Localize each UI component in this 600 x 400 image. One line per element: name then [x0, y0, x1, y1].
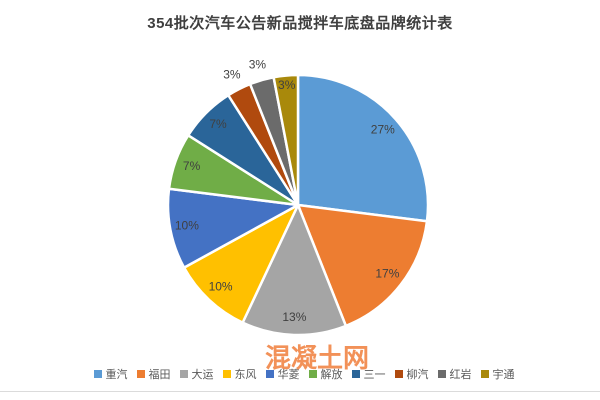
legend-item-4: 华菱: [265, 366, 300, 382]
legend-label: 福田: [148, 369, 171, 381]
pie-slice-label-1: 17%: [375, 266, 399, 280]
pie-slice-label-5: 7%: [183, 159, 201, 173]
legend-item-6: 三一: [351, 366, 386, 382]
legend-label: 三一: [363, 369, 386, 381]
pie-slice-4: [166, 187, 300, 269]
pie-slice-2: [241, 203, 348, 337]
legend-item-5: 解放: [308, 366, 343, 382]
legend-label: 解放: [320, 369, 343, 381]
pie-slice-label-2: 13%: [282, 310, 306, 324]
pie-slice-0: [296, 73, 430, 223]
chart-title: 354批次汽车公告新品搅拌车底盘品牌统计表: [147, 15, 453, 32]
pie-slice-3: [182, 203, 300, 324]
legend-label: 大运: [191, 369, 214, 381]
legend-swatch-icon: [351, 370, 360, 378]
legend-item-7: 柳汽: [394, 366, 429, 382]
legend-swatch-icon: [308, 370, 317, 378]
pie-slice-label-7: 3%: [223, 67, 241, 81]
pie-slice-label-0: 27%: [371, 122, 395, 136]
legend-swatch-icon: [136, 370, 145, 378]
pie-slice-label-6: 7%: [209, 117, 227, 131]
legend-label: 重汽: [105, 369, 128, 381]
legend-swatch-icon: [222, 370, 231, 378]
legend-label: 宇通: [492, 369, 515, 381]
legend-label: 柳汽: [406, 369, 429, 381]
legend-label: 红岩: [449, 369, 472, 381]
legend: 重汽 福田 大运 东风 华菱 解放 三一 柳汽 红岩 宇通: [4, 366, 600, 382]
pie-slice-label-4: 10%: [175, 218, 199, 232]
pie-slice-1: [296, 203, 429, 328]
legend-swatch-icon: [394, 370, 403, 378]
legend-item-8: 红岩: [437, 366, 472, 382]
legend-label: 华菱: [277, 369, 300, 381]
legend-swatch-icon: [265, 370, 274, 378]
legend-label: 东风: [234, 369, 257, 381]
pie-slice-label-9: 3%: [278, 78, 296, 92]
legend-item-9: 宇通: [480, 366, 515, 382]
legend-swatch-icon: [93, 370, 102, 378]
pie-slice-label-8: 3%: [249, 57, 267, 71]
legend-item-3: 东风: [222, 366, 257, 382]
legend-swatch-icon: [480, 370, 489, 378]
legend-swatch-icon: [179, 370, 188, 378]
legend-item-2: 大运: [179, 366, 214, 382]
pie-slice-label-3: 10%: [209, 280, 233, 294]
bottom-divider: [0, 391, 600, 392]
legend-item-1: 福田: [136, 366, 171, 382]
pie-slice-9: [272, 73, 300, 207]
legend-swatch-icon: [437, 370, 446, 378]
legend-item-0: 重汽: [93, 366, 128, 382]
